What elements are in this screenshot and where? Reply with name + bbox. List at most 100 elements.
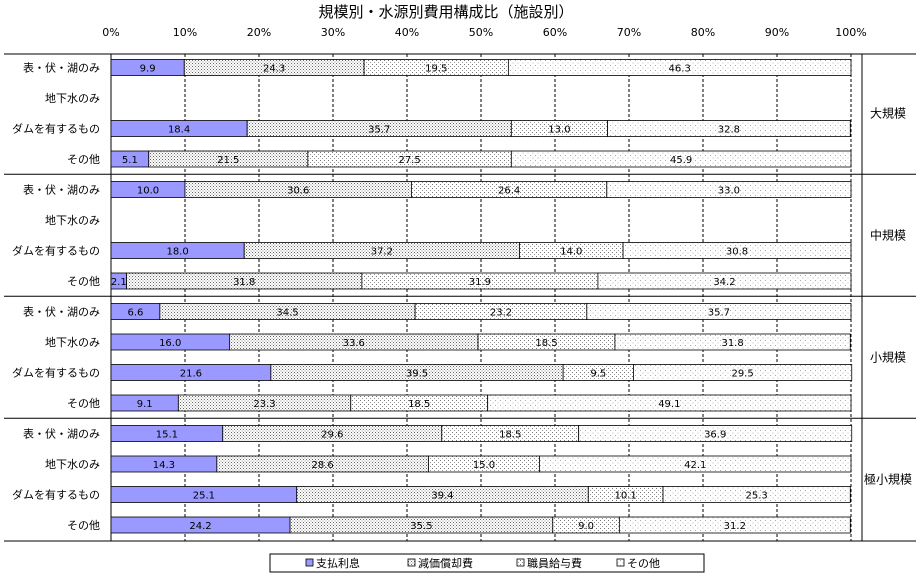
bar-value-label: 34.2 [713,277,735,288]
bar-value-label: 30.6 [287,186,309,197]
bar-value-label: 18.5 [535,338,557,349]
bar-value-label: 10.1 [615,491,637,502]
x-tick-label: 40% [395,26,419,39]
row-label: その他 [67,397,100,410]
bar-value-label: 18.0 [166,247,188,258]
bar-value-label: 9.9 [140,64,156,75]
row-labels: 表・伏・湖のみ地下水のみダムを有するものその他表・伏・湖のみ地下水のみダムを有す… [12,61,100,533]
bar-value-label: 2.1 [111,277,127,288]
group-label: 中規模 [870,227,906,242]
row-label: 地下水のみ [45,336,100,349]
bar-value-label: 18.4 [168,125,190,136]
bar-value-label: 14.0 [560,247,582,258]
row-label: 地下水のみ [45,214,100,227]
bar-segment [618,516,851,534]
bar-value-label: 31.2 [724,521,746,532]
bar-value-label: 31.8 [233,277,255,288]
bar-value-label: 21.5 [217,155,239,166]
bar-segment [614,333,851,351]
bar-value-label: 36.9 [704,430,726,441]
row-label: ダムを有するもの [12,488,100,502]
bar-value-label: 49.1 [658,399,680,410]
bar-value-label: 15.0 [473,460,495,471]
bar-value-label: 9.5 [590,369,606,380]
bar-value-label: 39.5 [406,369,428,380]
x-tick-label: 70% [617,26,641,39]
bars-layer: 9.9 24.3 19.5 46.3 18.4 35.7 13.0 32.8 5.1 21.5 27… [110,59,853,534]
row-label: その他 [67,519,100,532]
row-label: ダムを有するもの [12,366,100,380]
bar-segment [607,120,851,137]
bar-value-label: 9.1 [137,399,153,410]
bar-value-label: 33.0 [718,186,740,197]
bar-segment [510,150,852,168]
bar-value-label: 21.6 [180,369,202,380]
bar-value-label: 46.3 [669,64,691,75]
bar-value-label: 18.5 [408,399,430,410]
group-label: 大規模 [870,105,906,120]
bar-value-label: 34.5 [276,308,298,319]
bar-value-label: 35.7 [708,308,730,319]
row-label: その他 [67,153,100,166]
row-label: その他 [67,275,100,288]
bar-segment [586,303,852,320]
x-tick-label: 90% [765,26,789,39]
bar-value-label: 24.3 [263,64,285,75]
bar-value-label: 31.8 [721,338,743,349]
group-label: 極小規模 [864,471,912,486]
bar-segment [662,486,851,503]
chart-title: 規模別・水源別費用構成比（施設別） [318,3,573,21]
row-label: 表・伏・湖のみ [23,61,100,75]
x-tick-label: 20% [247,26,271,39]
bar-value-label: 5.1 [122,155,138,166]
legend-label: 減価償却費 [418,556,473,570]
bar-value-label: 32.8 [718,125,740,136]
bar-segment [578,425,853,442]
bar-segment [606,181,852,198]
bar-segment [597,272,852,290]
bar-value-label: 45.9 [670,155,692,166]
bar-value-label: 18.5 [499,430,521,441]
bar-value-label: 35.5 [410,521,432,532]
bar-value-label: 42.1 [684,460,706,471]
row-label: ダムを有するもの [12,122,100,136]
bar-value-label: 30.8 [726,247,748,258]
x-tick-label: 80% [691,26,715,39]
row-label: 表・伏・湖のみ [23,183,100,197]
bar-value-label: 25.1 [193,491,215,502]
row-label: ダムを有するもの [12,244,100,258]
legend-swatch [305,558,314,567]
x-tick-label: 10% [173,26,197,39]
x-tick-label: 100% [835,26,866,39]
legend-label: その他 [627,557,660,570]
x-tick-label: 50% [469,26,493,39]
bar-value-label: 39.4 [431,491,453,502]
row-label: 地下水のみ [45,458,100,471]
row-label: 地下水のみ [45,92,100,105]
bar-value-label: 6.6 [127,308,143,319]
legend: 支払利息 減価償却費 職員給与費 その他 [269,553,705,573]
bar-value-label: 23.3 [253,399,275,410]
legend-swatch [616,558,625,567]
bar-value-label: 29.5 [731,369,753,380]
bar-value-label: 24.2 [189,521,211,532]
bar-segment [622,242,852,259]
bar-value-label: 10.0 [137,186,159,197]
bar-segment [487,394,852,412]
x-tick-label: 30% [321,26,345,39]
bar-value-label: 29.6 [321,430,343,441]
legend-swatch [407,558,416,567]
x-tick-label: 60% [543,26,567,39]
legend-swatch [516,558,525,567]
bar-value-label: 16.0 [159,338,181,349]
row-label: 表・伏・湖のみ [23,305,100,319]
bar-value-label: 31.9 [469,277,491,288]
x-tick-label: 0% [102,26,119,39]
bar-value-label: 15.1 [156,430,178,441]
group-label: 小規模 [870,349,906,364]
bar-value-label: 23.2 [490,308,512,319]
bar-value-label: 9.0 [578,521,594,532]
